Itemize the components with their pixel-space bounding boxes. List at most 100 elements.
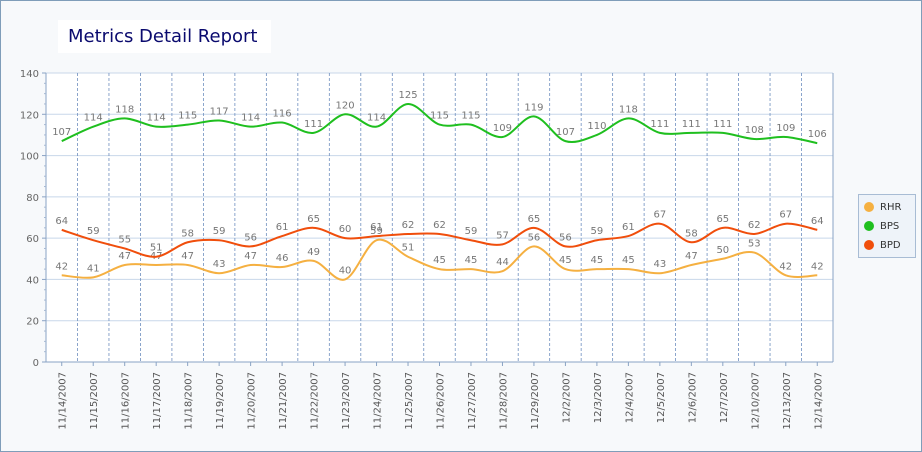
data-label-bps: 119	[524, 102, 543, 113]
data-label-bpd: 59	[591, 226, 604, 237]
data-label-bpd: 56	[244, 232, 257, 243]
data-label-bps: 117	[210, 106, 229, 117]
y-tick-label: 20	[26, 317, 39, 328]
data-label-bps: 111	[304, 119, 323, 130]
data-label-rhr: 42	[55, 261, 68, 272]
legend-label-bps: BPS	[880, 220, 900, 232]
data-label-bpd: 65	[528, 214, 541, 225]
legend: RHR BPS BPD	[858, 194, 916, 258]
x-tick-label: 11/26/2007	[436, 372, 447, 430]
x-tick-label: 11/22/2007	[310, 372, 321, 430]
x-tick-label: 12/5/2007	[656, 372, 667, 423]
data-label-bps: 108	[745, 125, 764, 136]
legend-item-bpd: BPD	[864, 238, 901, 252]
data-label-rhr: 47	[244, 251, 257, 262]
data-label-rhr: 53	[748, 239, 761, 250]
data-label-bps: 110	[587, 121, 606, 132]
data-label-bps: 114	[84, 113, 103, 124]
data-label-rhr: 56	[528, 232, 541, 243]
data-label-bpd: 67	[653, 210, 666, 221]
x-tick-label: 11/29/2007	[530, 372, 541, 430]
data-label-bpd: 64	[55, 216, 68, 227]
plot-area	[46, 73, 833, 362]
data-label-rhr: 45	[433, 255, 446, 266]
data-label-rhr: 51	[402, 243, 415, 254]
x-tick-label: 11/24/2007	[373, 372, 384, 430]
y-tick-label: 100	[20, 152, 39, 163]
data-label-bps: 118	[619, 104, 638, 115]
y-tick-label: 80	[26, 193, 39, 204]
data-label-rhr: 40	[339, 265, 352, 276]
data-label-bps: 115	[178, 111, 197, 122]
series-line-bps	[61, 102, 818, 145]
data-label-bpd: 61	[622, 222, 635, 233]
data-label-bpd: 59	[213, 226, 226, 237]
y-tick-label: 40	[26, 275, 39, 286]
x-tick-label: 11/17/2007	[152, 372, 163, 430]
x-tick-label: 11/20/2007	[247, 372, 258, 430]
data-label-bpd: 62	[748, 220, 761, 231]
data-label-bps: 111	[713, 119, 732, 130]
x-tick-label: 11/21/2007	[278, 372, 289, 430]
x-tick-label: 11/23/2007	[341, 372, 352, 430]
data-label-bpd: 59	[87, 226, 100, 237]
data-label-bpd: 60	[339, 224, 352, 235]
series-line-bpd	[61, 222, 818, 258]
x-tick-label: 11/16/2007	[121, 372, 132, 430]
data-label-bps: 109	[776, 123, 795, 134]
data-label-bpd: 55	[118, 234, 131, 245]
data-label-bpd: 67	[779, 210, 792, 221]
title-box: Metrics Detail Report	[58, 20, 271, 53]
data-label-bpd: 51	[150, 243, 163, 254]
legend-item-rhr: RHR	[864, 200, 901, 214]
data-label-rhr: 46	[276, 253, 289, 264]
x-tick-label: 12/2/2007	[561, 372, 572, 423]
data-label-bpd: 56	[559, 232, 572, 243]
x-tick-label: 11/25/2007	[404, 372, 415, 430]
y-tick-label: 0	[33, 358, 39, 369]
data-label-bps: 114	[367, 113, 386, 124]
data-label-rhr: 47	[685, 251, 698, 262]
legend-swatch-bpd	[864, 240, 874, 250]
data-label-rhr: 50	[716, 245, 729, 256]
data-label-rhr: 47	[181, 251, 194, 262]
x-tick-label: 11/28/2007	[498, 372, 509, 430]
data-label-bpd: 62	[433, 220, 446, 231]
data-label-bps: 111	[682, 119, 701, 130]
data-label-rhr: 59	[370, 226, 383, 237]
data-label-bpd: 64	[811, 216, 824, 227]
data-label-bpd: 65	[307, 214, 320, 225]
data-label-rhr: 43	[213, 259, 226, 270]
x-tick-label: 12/10/2007	[750, 372, 761, 430]
legend-swatch-rhr	[864, 202, 874, 212]
x-tick-label: 11/19/2007	[215, 372, 226, 430]
data-label-bpd: 65	[716, 214, 729, 225]
data-label-bps: 107	[556, 127, 575, 138]
legend-swatch-bps	[864, 221, 874, 231]
data-label-bps: 114	[147, 113, 166, 124]
data-label-bps: 107	[52, 127, 71, 138]
x-tick-label: 12/4/2007	[624, 372, 635, 423]
data-label-bps: 106	[808, 129, 827, 140]
data-label-rhr: 42	[811, 261, 824, 272]
data-label-rhr: 49	[307, 247, 320, 258]
data-label-bpd: 62	[402, 220, 415, 231]
data-label-rhr: 44	[496, 257, 509, 268]
data-label-bps: 118	[115, 104, 134, 115]
data-label-rhr: 47	[118, 251, 131, 262]
data-label-rhr: 41	[87, 263, 100, 274]
data-label-bps: 115	[430, 111, 449, 122]
data-label-bps: 114	[241, 113, 260, 124]
data-label-bpd: 57	[496, 230, 509, 241]
data-label-bps: 116	[273, 109, 292, 120]
data-label-bps: 109	[493, 123, 512, 134]
legend-item-bps: BPS	[864, 219, 899, 233]
data-label-bpd: 61	[276, 222, 289, 233]
x-tick-label: 12/3/2007	[593, 372, 604, 423]
x-tick-label: 12/7/2007	[719, 372, 730, 423]
data-label-bpd: 59	[465, 226, 478, 237]
data-label-bpd: 61	[370, 222, 383, 233]
y-tick-label: 60	[26, 234, 39, 245]
